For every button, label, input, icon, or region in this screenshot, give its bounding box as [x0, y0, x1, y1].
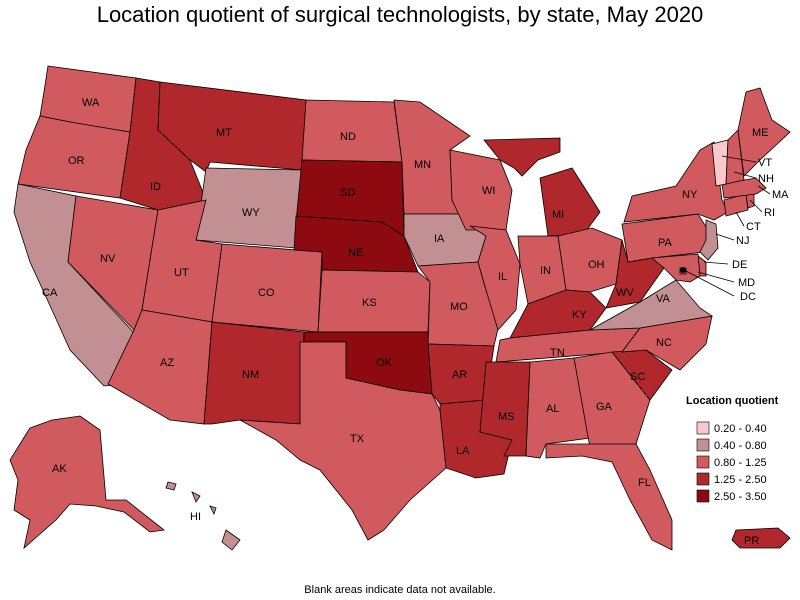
label-DC: DC — [740, 291, 756, 303]
legend-swatch — [696, 455, 710, 469]
legend-label: 2.50 - 3.50 — [714, 491, 767, 503]
label-NC: NC — [656, 337, 672, 349]
state-FL[interactable] — [545, 443, 673, 551]
label-KS: KS — [362, 297, 377, 309]
label-VA: VA — [656, 293, 671, 305]
label-PA: PA — [658, 237, 673, 249]
state-NY[interactable] — [623, 141, 729, 223]
label-MT: MT — [216, 127, 232, 139]
legend-title: Location quotient — [686, 395, 779, 407]
label-AK: AK — [52, 463, 67, 475]
state-AK[interactable] — [9, 415, 165, 550]
label-NM: NM — [242, 369, 259, 381]
footnote: Blank areas indicate data not available. — [304, 584, 496, 596]
state-IL[interactable] — [469, 225, 521, 331]
label-WI: WI — [482, 185, 495, 197]
label-ID: ID — [150, 181, 161, 193]
legend-label: 0.20 - 0.40 — [714, 423, 767, 435]
label-OK: OK — [376, 357, 393, 369]
label-NH: NH — [758, 173, 774, 185]
state-MD[interactable] — [650, 253, 701, 283]
label-AZ: AZ — [160, 357, 174, 369]
legend-swatch — [696, 472, 710, 486]
state-PR[interactable] — [731, 527, 791, 549]
state-NJ[interactable] — [699, 219, 719, 261]
label-CO: CO — [258, 287, 275, 299]
label-TN: TN — [550, 347, 565, 359]
label-WV: WV — [616, 287, 634, 299]
label-GA: GA — [596, 401, 613, 413]
legend-label: 0.80 - 1.25 — [714, 457, 767, 469]
label-DE: DE — [732, 259, 747, 271]
label-AR: AR — [452, 369, 467, 381]
state-MI[interactable] — [483, 137, 601, 237]
label-HI: HI — [190, 511, 201, 523]
label-NY: NY — [682, 189, 698, 201]
legend-label: 0.40 - 0.80 — [714, 440, 767, 452]
state-MA[interactable] — [721, 177, 767, 199]
label-LA: LA — [456, 445, 470, 457]
label-CA: CA — [42, 287, 58, 299]
label-WA: WA — [82, 97, 100, 109]
label-UT: UT — [174, 267, 189, 279]
label-RI: RI — [764, 207, 775, 219]
state-HI[interactable] — [165, 481, 241, 551]
label-KY: KY — [572, 309, 587, 321]
label-IA: IA — [434, 233, 445, 245]
legend-swatch — [696, 438, 710, 452]
legend-swatch — [696, 489, 710, 503]
legend-label: 1.25 - 2.50 — [714, 474, 767, 486]
dc-marker — [680, 267, 686, 273]
label-ME: ME — [752, 127, 769, 139]
label-SC: SC — [630, 371, 645, 383]
label-NV: NV — [100, 253, 116, 265]
label-WY: WY — [242, 207, 260, 219]
label-AL: AL — [546, 403, 559, 415]
label-IN: IN — [540, 265, 551, 277]
state-TX[interactable] — [239, 341, 447, 541]
label-NJ: NJ — [736, 235, 749, 247]
label-MD: MD — [738, 277, 755, 289]
legend: Location quotient 0.20 - 0.40 0.40 - 0.80… — [686, 395, 779, 503]
state-ME[interactable] — [737, 87, 791, 177]
label-MO: MO — [450, 301, 468, 313]
label-MI: MI — [552, 209, 564, 221]
label-SD: SD — [340, 187, 355, 199]
map-title: Location quotient of surgical technologi… — [96, 2, 704, 27]
label-OR: OR — [68, 155, 85, 167]
label-CT: CT — [746, 221, 761, 233]
label-PR: PR — [744, 535, 759, 547]
label-NE: NE — [348, 247, 363, 259]
legend-swatch — [696, 421, 710, 435]
label-TX: TX — [350, 433, 365, 445]
label-ND: ND — [340, 131, 356, 143]
label-VT: VT — [758, 157, 772, 169]
label-OH: OH — [588, 259, 605, 271]
label-MN: MN — [414, 159, 431, 171]
label-IL: IL — [498, 271, 507, 283]
label-FL: FL — [638, 477, 651, 489]
label-MS: MS — [498, 411, 515, 423]
label-MA: MA — [772, 189, 789, 201]
